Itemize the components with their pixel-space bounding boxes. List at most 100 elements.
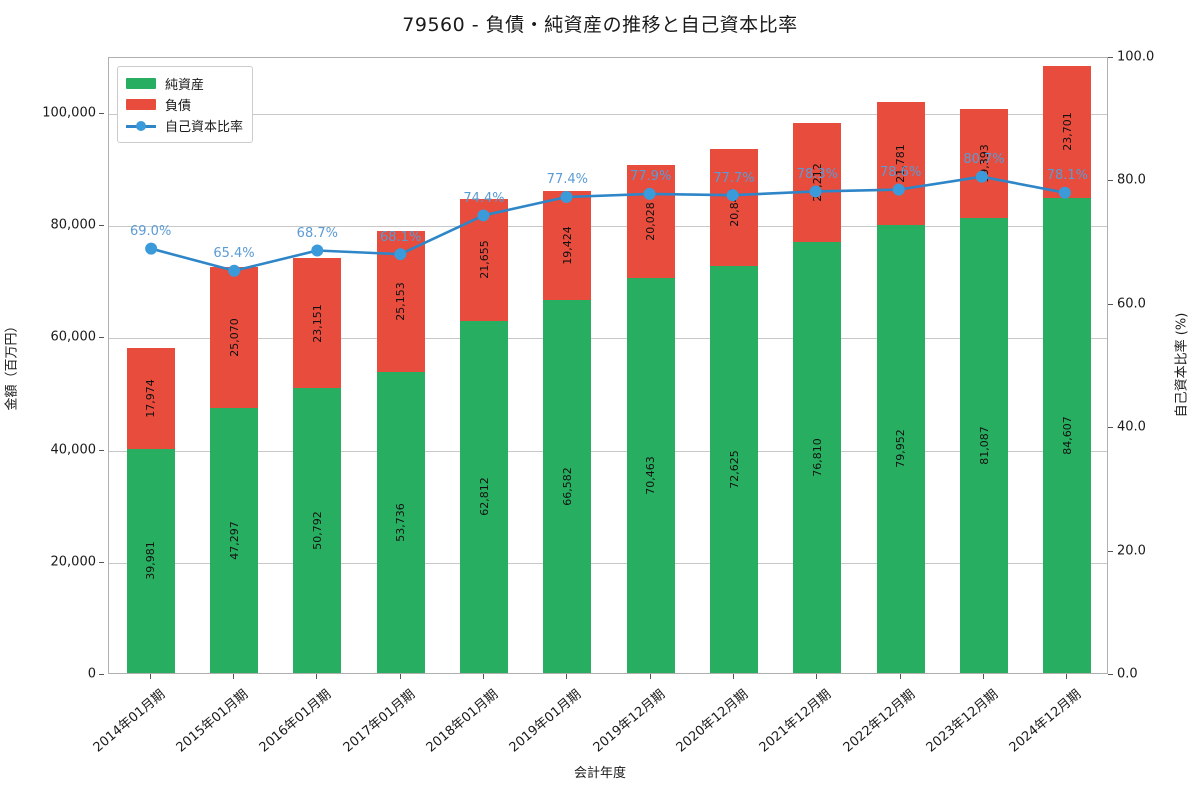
ratio-marker[interactable]: [145, 242, 158, 255]
y-axis-right-label: 自己資本比率 (%): [1174, 312, 1190, 418]
ratio-marker[interactable]: [394, 248, 407, 261]
legend: 純資産負債 自己資本比率: [117, 66, 254, 143]
bar-segment-equity[interactable]: 66,582: [543, 299, 592, 673]
bar-segment-equity[interactable]: 81,087: [959, 218, 1009, 673]
y-axis-right-tick-label: 20.0: [1117, 543, 1146, 559]
legend-item-1[interactable]: 負債: [126, 94, 243, 115]
ratio-value-label: 74.4%: [463, 190, 505, 206]
x-axis-tick-label: 2014年01月期: [90, 687, 168, 756]
bar-column[interactable]: 39,981 17,974: [126, 56, 175, 673]
legend-item-2[interactable]: 自己資本比率: [126, 115, 243, 136]
bar-column[interactable]: 47,297 25,070: [209, 56, 259, 673]
bar-segment-equity[interactable]: 62,812: [459, 320, 509, 673]
bar-column[interactable]: 62,812 21,655: [459, 56, 509, 673]
ratio-value-label: 77.7%: [713, 170, 755, 186]
y-axis-left-tick: [99, 674, 104, 675]
ratio-marker[interactable]: [560, 191, 573, 203]
x-axis-tick-label: 2016年01月期: [256, 687, 335, 756]
bar-segment-liability[interactable]: 23,701: [1043, 65, 1092, 199]
legend-item-label: 純資産: [165, 78, 205, 93]
ratio-marker[interactable]: [228, 264, 241, 277]
bar-column[interactable]: 76,810 21,212: [793, 56, 842, 673]
bar-column[interactable]: 84,607 23,701: [1043, 56, 1092, 673]
bar-segment-liability[interactable]: 19,424: [543, 190, 592, 300]
bar-column[interactable]: 72,625 20,847: [709, 56, 759, 673]
ratio-line: [150, 175, 1066, 273]
ratio-marker[interactable]: [975, 170, 988, 183]
legend-item-label: 負債: [165, 99, 192, 114]
y-axis-left-tick: [99, 449, 104, 451]
ratio-marker[interactable]: [726, 189, 739, 202]
y-axis-left-tick-label: 20,000: [50, 554, 97, 570]
x-axis-tick: [566, 674, 568, 679]
bar-column[interactable]: 50,792 23,151: [293, 56, 342, 673]
y-axis-right-tick: [1108, 57, 1113, 58]
y-axis-right-tick: [1108, 180, 1113, 182]
ratio-marker[interactable]: [1058, 186, 1071, 199]
ratio-marker[interactable]: [643, 187, 656, 200]
ratio-marker[interactable]: [477, 209, 490, 222]
bar-segment-equity[interactable]: 39,981: [126, 448, 175, 673]
bar-segment-liability[interactable]: 23,151: [293, 258, 342, 389]
x-axis-label: 会計年度: [573, 766, 626, 781]
bar-segment-liability[interactable]: 20,847: [709, 148, 759, 266]
ratio-value-label: 80.7%: [963, 152, 1005, 168]
y-axis-right-tick: [1108, 427, 1113, 429]
x-axis-tick-label: 2015年01月期: [173, 687, 252, 756]
x-axis-tick-label: 2020年12月期: [673, 687, 752, 756]
y-axis-left-tick-label: 80,000: [50, 217, 97, 233]
ratio-value-label: 65.4%: [213, 246, 255, 262]
bar-segment-liability[interactable]: 19,393: [959, 109, 1009, 219]
bar-segment-equity[interactable]: 84,607: [1043, 198, 1092, 673]
bar-segment-liability[interactable]: 21,781: [876, 102, 925, 225]
bar-column[interactable]: 81,087 19,393: [959, 56, 1009, 673]
bar-column[interactable]: 53,736 25,153: [376, 56, 425, 673]
bar-segment-liability[interactable]: 17,974: [126, 347, 175, 449]
x-axis-tick: [399, 674, 401, 679]
legend-line-marker-icon: [126, 120, 156, 131]
legend-item-0[interactable]: 純資産: [126, 73, 243, 94]
legend-swatch-icon: [126, 78, 156, 89]
bar-segment-equity[interactable]: 50,792: [293, 388, 342, 673]
bar-segment-liability[interactable]: 20,028: [626, 165, 675, 278]
ratio-marker[interactable]: [892, 183, 905, 196]
x-axis-tick-label: 2023年12月期: [923, 687, 1002, 756]
ratio-value-label: 68.1%: [380, 229, 422, 245]
bar-column[interactable]: 70,463 20,028: [626, 56, 675, 673]
gridline: [109, 226, 1107, 228]
y-axis-right-tick-label: 60.0: [1117, 296, 1146, 312]
bar-column[interactable]: 66,582 19,424: [543, 56, 592, 673]
ratio-marker[interactable]: [809, 185, 822, 198]
x-axis-tick: [1066, 674, 1068, 679]
x-axis-tick: [733, 674, 734, 679]
x-axis-tick: [649, 674, 651, 679]
ratio-marker[interactable]: [311, 244, 324, 257]
bar-segment-equity[interactable]: 72,625: [709, 265, 759, 673]
gridline: [109, 562, 1107, 564]
bar-column[interactable]: 79,952 21,781: [876, 56, 925, 673]
y-axis-right: 0.0 20.0 40.0 60.0 80.0 100.0: [1108, 50, 1200, 682]
y-axis-right-tick-label: 40.0: [1117, 419, 1146, 435]
bar-segment-equity[interactable]: 79,952: [876, 224, 925, 673]
y-axis-right-tick: [1108, 674, 1113, 675]
y-axis-left-tick-label: 0: [87, 666, 96, 682]
x-axis: 2014年01月期 2015年01月期 2016年01月期 2017年01月期 2018…: [90, 674, 1108, 774]
x-axis-tick-label: 2019年12月期: [590, 687, 668, 756]
bar-segment-equity[interactable]: 47,297: [209, 407, 259, 673]
legend-swatch-icon: [126, 99, 156, 110]
x-axis-tick-label: 2019年01月期: [506, 687, 585, 756]
y-axis-left: 0 20,000 40,000 60,000 80,000 100,000: [0, 57, 104, 682]
y-axis-right-tick: [1108, 550, 1113, 552]
bar-segment-equity[interactable]: 70,463: [626, 277, 675, 673]
y-axis-left-tick: [99, 337, 104, 339]
bar-segment-liability[interactable]: 21,212: [793, 123, 842, 243]
x-axis-tick: [983, 674, 984, 679]
x-axis-tick-label: 2018年01月期: [423, 687, 502, 756]
ratio-value-label: 78.1%: [1046, 168, 1088, 184]
bar-segment-liability[interactable]: 25,070: [209, 267, 259, 408]
y-axis-right-tick-label: 80.0: [1117, 172, 1146, 188]
bar-segment-equity[interactable]: 76,810: [793, 242, 842, 673]
ratio-line-layer: [145, 170, 1071, 277]
bar-segment-equity[interactable]: 53,736: [376, 371, 425, 673]
